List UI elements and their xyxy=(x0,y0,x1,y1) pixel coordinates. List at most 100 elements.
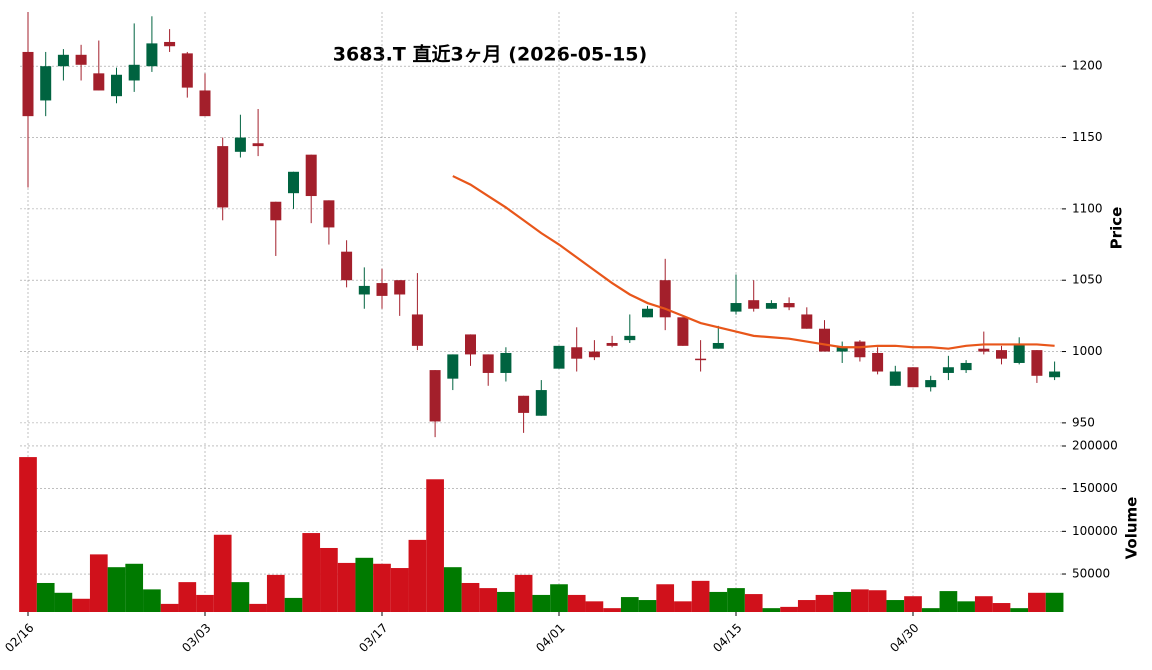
volume-bar xyxy=(497,591,515,612)
volume-bar xyxy=(674,601,692,612)
volume-bar xyxy=(585,601,604,612)
candle-body xyxy=(996,350,1007,359)
candle-body xyxy=(624,335,636,341)
candle-body xyxy=(854,341,866,358)
volume-bar xyxy=(744,594,763,612)
volume-bar xyxy=(19,457,37,612)
candle-body xyxy=(978,348,990,352)
candle-body xyxy=(57,54,69,67)
candle-body xyxy=(783,303,795,308)
candle-body xyxy=(323,200,335,228)
candle-body xyxy=(925,380,937,388)
candle-body xyxy=(518,395,530,413)
volume-bar xyxy=(815,594,834,612)
volume-bar xyxy=(904,596,922,612)
candle-body xyxy=(819,328,830,352)
volume-bar xyxy=(567,594,586,612)
candle-body xyxy=(270,201,282,221)
candle-body xyxy=(341,251,353,281)
volume-bar xyxy=(1010,608,1029,612)
volume-bar xyxy=(868,590,887,612)
y-tick-label: 1050 xyxy=(1072,273,1103,287)
volume-bar xyxy=(89,554,108,612)
candle-body xyxy=(1013,344,1025,363)
candle-body xyxy=(217,146,229,208)
candle-body xyxy=(677,317,689,346)
candle-body xyxy=(146,43,158,67)
y-tick-label: 1100 xyxy=(1072,201,1103,215)
candle-body xyxy=(571,347,583,359)
candle-body xyxy=(376,283,388,296)
candle-body xyxy=(765,303,777,309)
candle-body xyxy=(111,74,122,97)
volume-bar xyxy=(213,534,232,612)
x-tick-label: 03/17 xyxy=(356,621,390,655)
y-tick-label: 950 xyxy=(1072,415,1095,429)
volume-bar xyxy=(196,594,214,612)
candle-body xyxy=(553,345,565,369)
y-axis-label: Volume xyxy=(1123,497,1141,560)
candle-body xyxy=(535,390,547,416)
volume-bar xyxy=(532,594,551,612)
candle-body xyxy=(659,280,671,318)
volume-bar xyxy=(143,589,161,612)
candle-body xyxy=(22,51,34,117)
volume-bar xyxy=(550,584,568,612)
candle-body xyxy=(234,137,246,152)
candle-body xyxy=(252,143,264,147)
candle-body xyxy=(907,367,919,388)
volume-bar xyxy=(302,533,321,612)
candle-body xyxy=(75,54,87,65)
volume-bar xyxy=(54,592,73,612)
volume-bar xyxy=(231,582,250,612)
y-tick-label: 1000 xyxy=(1072,344,1103,358)
volume-bar xyxy=(691,580,710,612)
candle-body xyxy=(447,354,459,379)
volume-bar xyxy=(266,574,285,612)
volume-bar xyxy=(72,598,90,612)
volume-bar xyxy=(107,567,126,612)
volume-bar xyxy=(337,562,356,612)
candle-body xyxy=(942,367,954,373)
candle-body xyxy=(429,370,441,422)
x-tick-label: 04/01 xyxy=(533,621,567,655)
volume-bar xyxy=(320,547,338,612)
chart-title: 3683.T 直近3ヶ月 (2026-05-15) xyxy=(333,43,647,66)
candle-body xyxy=(40,66,52,101)
candle-body xyxy=(411,314,423,346)
volume-bar xyxy=(390,568,409,612)
y-tick-label: 100000 xyxy=(1072,524,1118,538)
volume-bar xyxy=(620,597,639,612)
volume-bar xyxy=(886,600,905,612)
x-tick-label: 04/15 xyxy=(710,621,744,655)
x-tick-label: 03/03 xyxy=(179,621,213,655)
volume-bar xyxy=(36,582,55,612)
candle-body xyxy=(588,351,600,358)
volume-bar xyxy=(762,608,781,612)
volume-bar xyxy=(461,582,480,612)
volume-bar xyxy=(355,557,374,612)
volume-bar xyxy=(833,591,852,612)
candle-body xyxy=(748,300,760,309)
candle-body xyxy=(500,352,512,373)
volume-bar xyxy=(408,539,427,612)
candle-body xyxy=(288,171,299,194)
volume-bar xyxy=(797,600,816,612)
candle-body xyxy=(93,73,105,91)
candle-body xyxy=(801,314,813,329)
candle-body xyxy=(1049,371,1061,378)
candle-body xyxy=(730,303,742,312)
volume-bar xyxy=(426,479,444,612)
y-tick-label: 200000 xyxy=(1072,438,1118,452)
volume-bar xyxy=(656,584,675,612)
candle-body xyxy=(695,358,707,361)
y-axis-label: Price xyxy=(1108,207,1126,250)
volume-bar xyxy=(1028,592,1046,612)
volume-bar xyxy=(638,600,657,612)
candle-body xyxy=(305,154,317,197)
x-tick-label: 02/16 xyxy=(2,621,36,655)
candle-body xyxy=(482,354,494,373)
volume-bar xyxy=(603,608,621,612)
candle-body xyxy=(199,90,211,117)
